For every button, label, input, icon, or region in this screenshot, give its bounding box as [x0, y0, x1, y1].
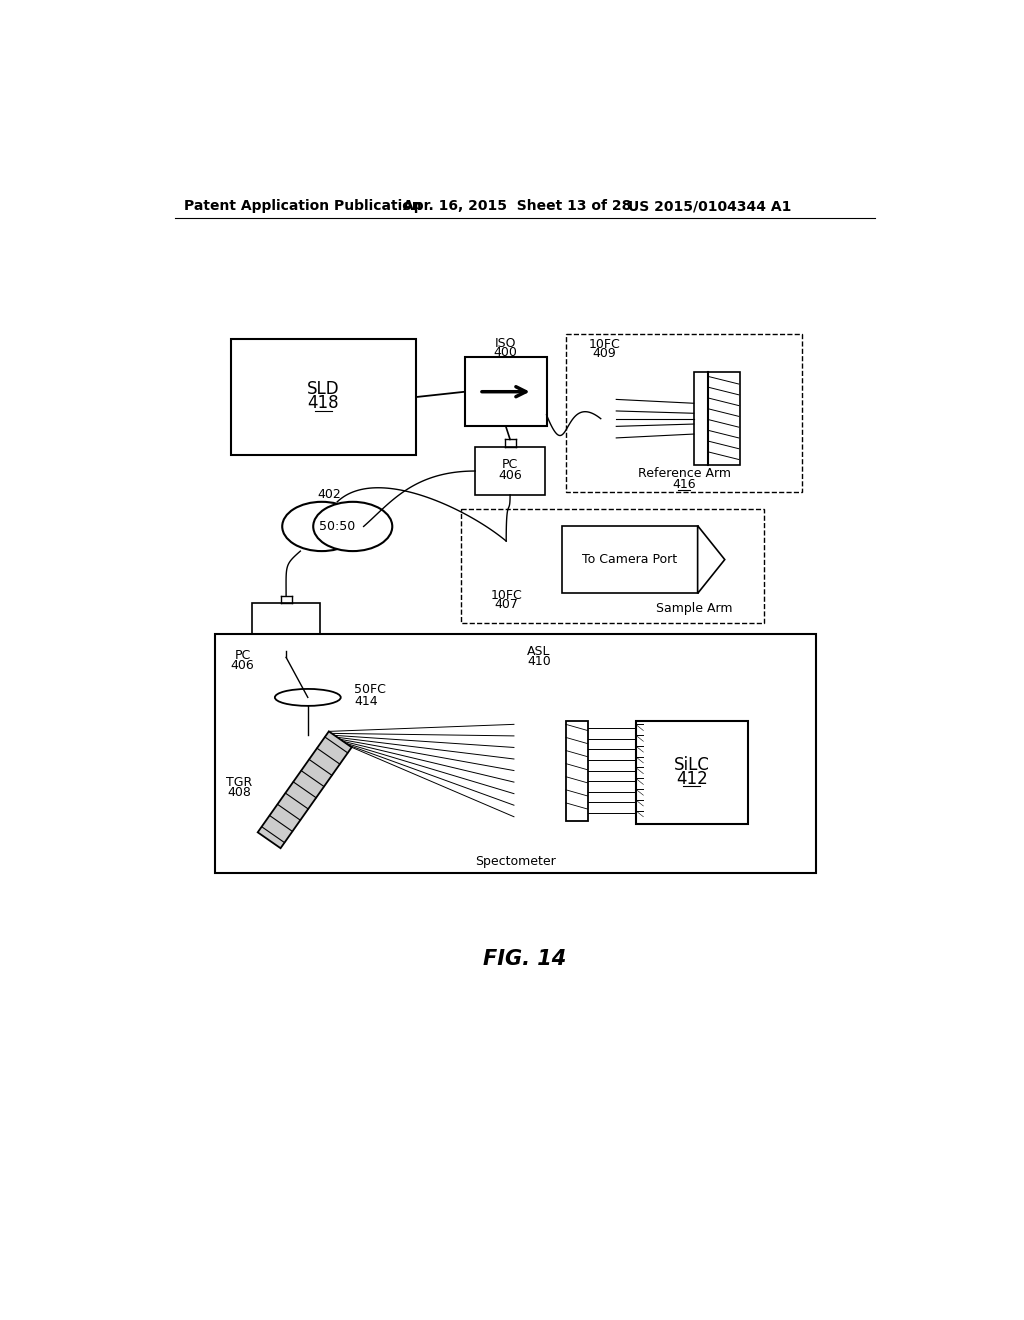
Bar	[566, 334, 802, 492]
Text: FIG. 14: FIG. 14	[483, 949, 566, 969]
Bar	[461, 508, 764, 623]
Ellipse shape	[283, 502, 361, 552]
Text: Sample Arm: Sample Arm	[655, 602, 732, 615]
Text: Spectometer: Spectometer	[475, 855, 556, 869]
Text: TGR: TGR	[225, 776, 252, 788]
Text: US 2015/0104344 A1: US 2015/0104344 A1	[628, 199, 792, 213]
Text: 402: 402	[317, 487, 341, 500]
Bar	[562, 525, 697, 594]
Text: ISO: ISO	[495, 337, 516, 350]
Text: 406: 406	[499, 469, 522, 482]
Text: 410: 410	[527, 656, 551, 668]
Text: 10FC: 10FC	[589, 338, 621, 351]
Text: 416: 416	[672, 478, 696, 491]
Text: SLD: SLD	[307, 380, 340, 399]
Text: 412: 412	[676, 770, 708, 788]
Text: To Camera Port: To Camera Port	[583, 553, 677, 566]
Bar	[231, 339, 416, 455]
Text: Patent Application Publication: Patent Application Publication	[183, 199, 422, 213]
Text: Apr. 16, 2015  Sheet 13 of 28: Apr. 16, 2015 Sheet 13 of 28	[403, 199, 632, 213]
Polygon shape	[697, 525, 725, 594]
Bar	[693, 372, 740, 465]
Bar	[252, 603, 321, 651]
Text: ASL: ASL	[527, 644, 551, 657]
Text: PC: PC	[234, 649, 251, 663]
Text: 406: 406	[230, 659, 255, 672]
Text: 10FC: 10FC	[490, 589, 522, 602]
Text: PC: PC	[502, 458, 518, 471]
Text: 400: 400	[494, 346, 518, 359]
Text: 414: 414	[354, 694, 378, 708]
Text: 407: 407	[495, 598, 518, 611]
Bar	[215, 635, 816, 873]
Bar	[475, 447, 545, 495]
Text: 418: 418	[307, 395, 339, 412]
Ellipse shape	[313, 502, 392, 552]
Polygon shape	[258, 731, 351, 849]
Text: 50:50: 50:50	[319, 520, 355, 533]
Text: 408: 408	[227, 787, 251, 800]
Text: 50FC: 50FC	[354, 684, 386, 696]
Bar	[566, 721, 588, 821]
Bar	[465, 358, 547, 426]
Text: Reference Arm: Reference Arm	[638, 467, 730, 480]
Bar	[636, 721, 748, 825]
Ellipse shape	[274, 689, 341, 706]
Text: SiLC: SiLC	[674, 756, 710, 774]
Text: 409: 409	[593, 347, 616, 360]
